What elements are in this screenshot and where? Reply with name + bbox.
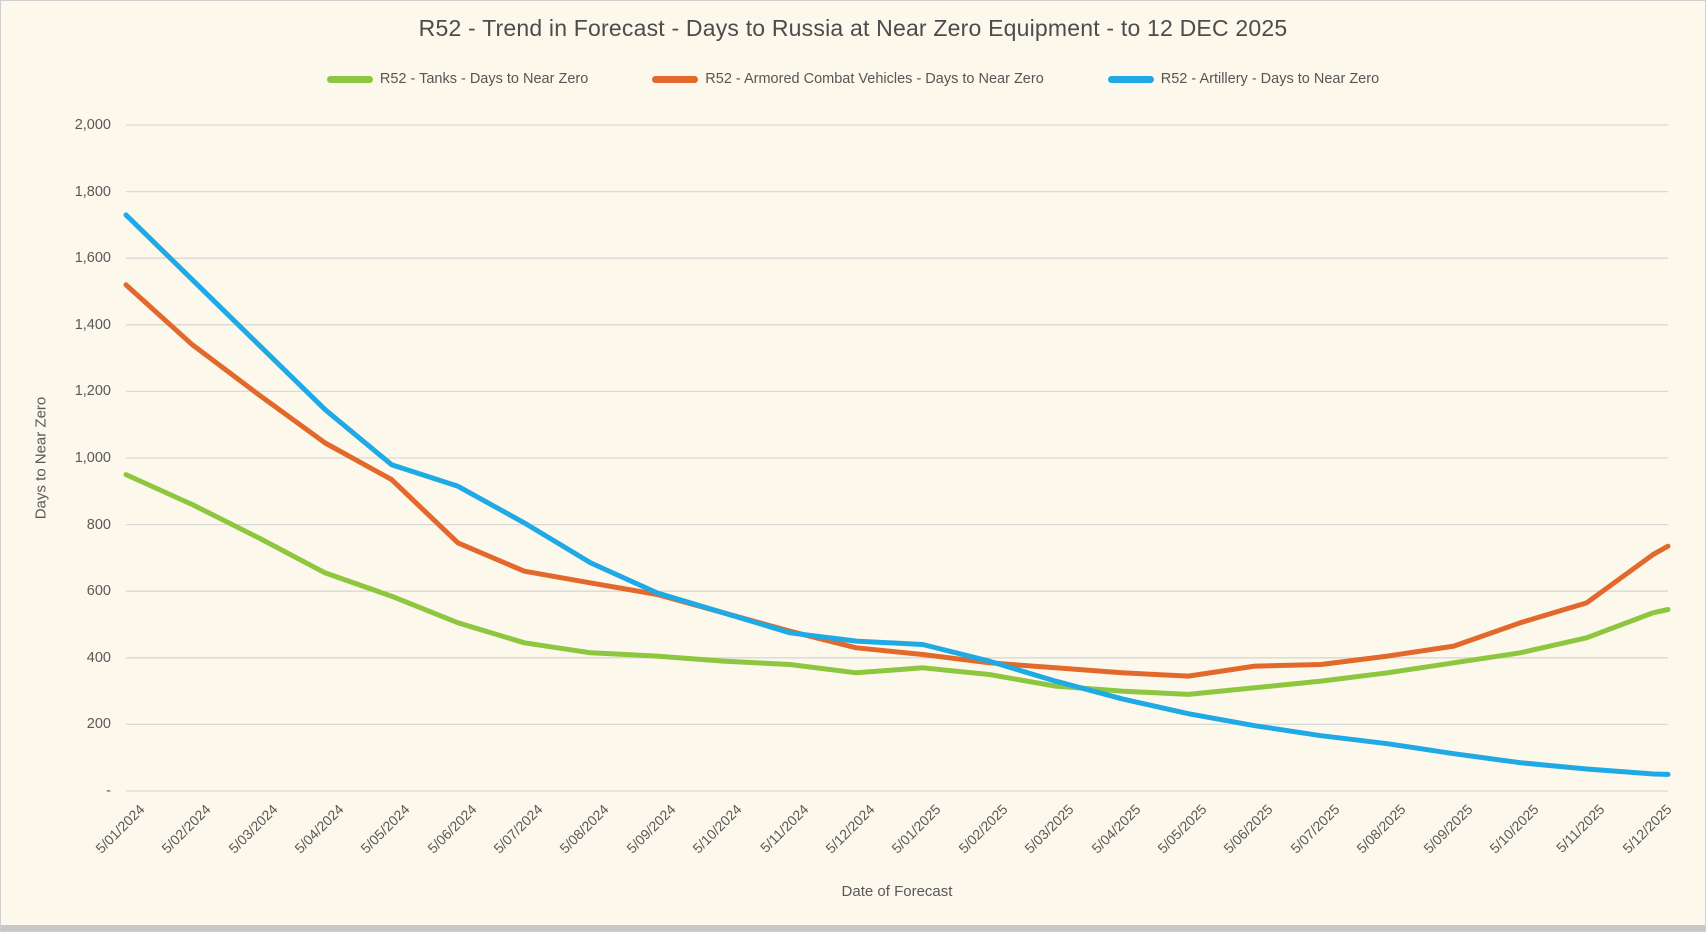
y-tick-label: 200 <box>86 716 111 733</box>
legend-line-swatch-icon <box>652 75 699 83</box>
y-tick-label: 1,800 <box>74 183 111 200</box>
y-tick-label: 1,000 <box>74 450 111 466</box>
y-axis-title: Days to Near Zero <box>32 396 50 520</box>
series-line-tanks <box>123 472 1671 697</box>
x-axis-title: Date of Forecast <box>841 883 953 900</box>
legend-item-armored-combat-vehicles: R52 - Armored Combat Vehicles - Days to … <box>652 71 1044 87</box>
legend-label: R52 - Artillery - Days to Near Zero <box>1160 71 1380 87</box>
y-tick-label: 600 <box>86 583 111 600</box>
legend: R52 - Tanks - Days to Near Zero R52 - Arm… <box>1 71 1705 87</box>
series-line-armored-combat-vehicles <box>123 282 1671 679</box>
bottom-border-strip <box>1 925 1705 931</box>
series-line-artillery <box>123 212 1671 777</box>
y-tick-label: 1,600 <box>74 250 111 267</box>
y-tick-label: 1,200 <box>74 383 111 400</box>
legend-item-tanks: R52 - Tanks - Days to Near Zero <box>326 71 589 87</box>
legend-item-artillery: R52 - Artillery - Days to Near Zero <box>1107 71 1380 87</box>
legend-label: R52 - Tanks - Days to Near Zero <box>379 71 589 87</box>
chart-title: R52 - Trend in Forecast - Days to Russia… <box>418 15 1288 41</box>
legend-label: R52 - Armored Combat Vehicles - Days to … <box>705 71 1044 87</box>
y-tick-label: 1,400 <box>74 316 111 333</box>
y-tick-label: - <box>106 783 111 799</box>
legend-line-swatch-icon <box>326 75 373 83</box>
legend-line-swatch-icon <box>1107 75 1154 83</box>
y-tick-label: 800 <box>86 516 111 533</box>
y-tick-label: 2,000 <box>74 117 111 133</box>
y-tick-label: 400 <box>86 649 111 666</box>
